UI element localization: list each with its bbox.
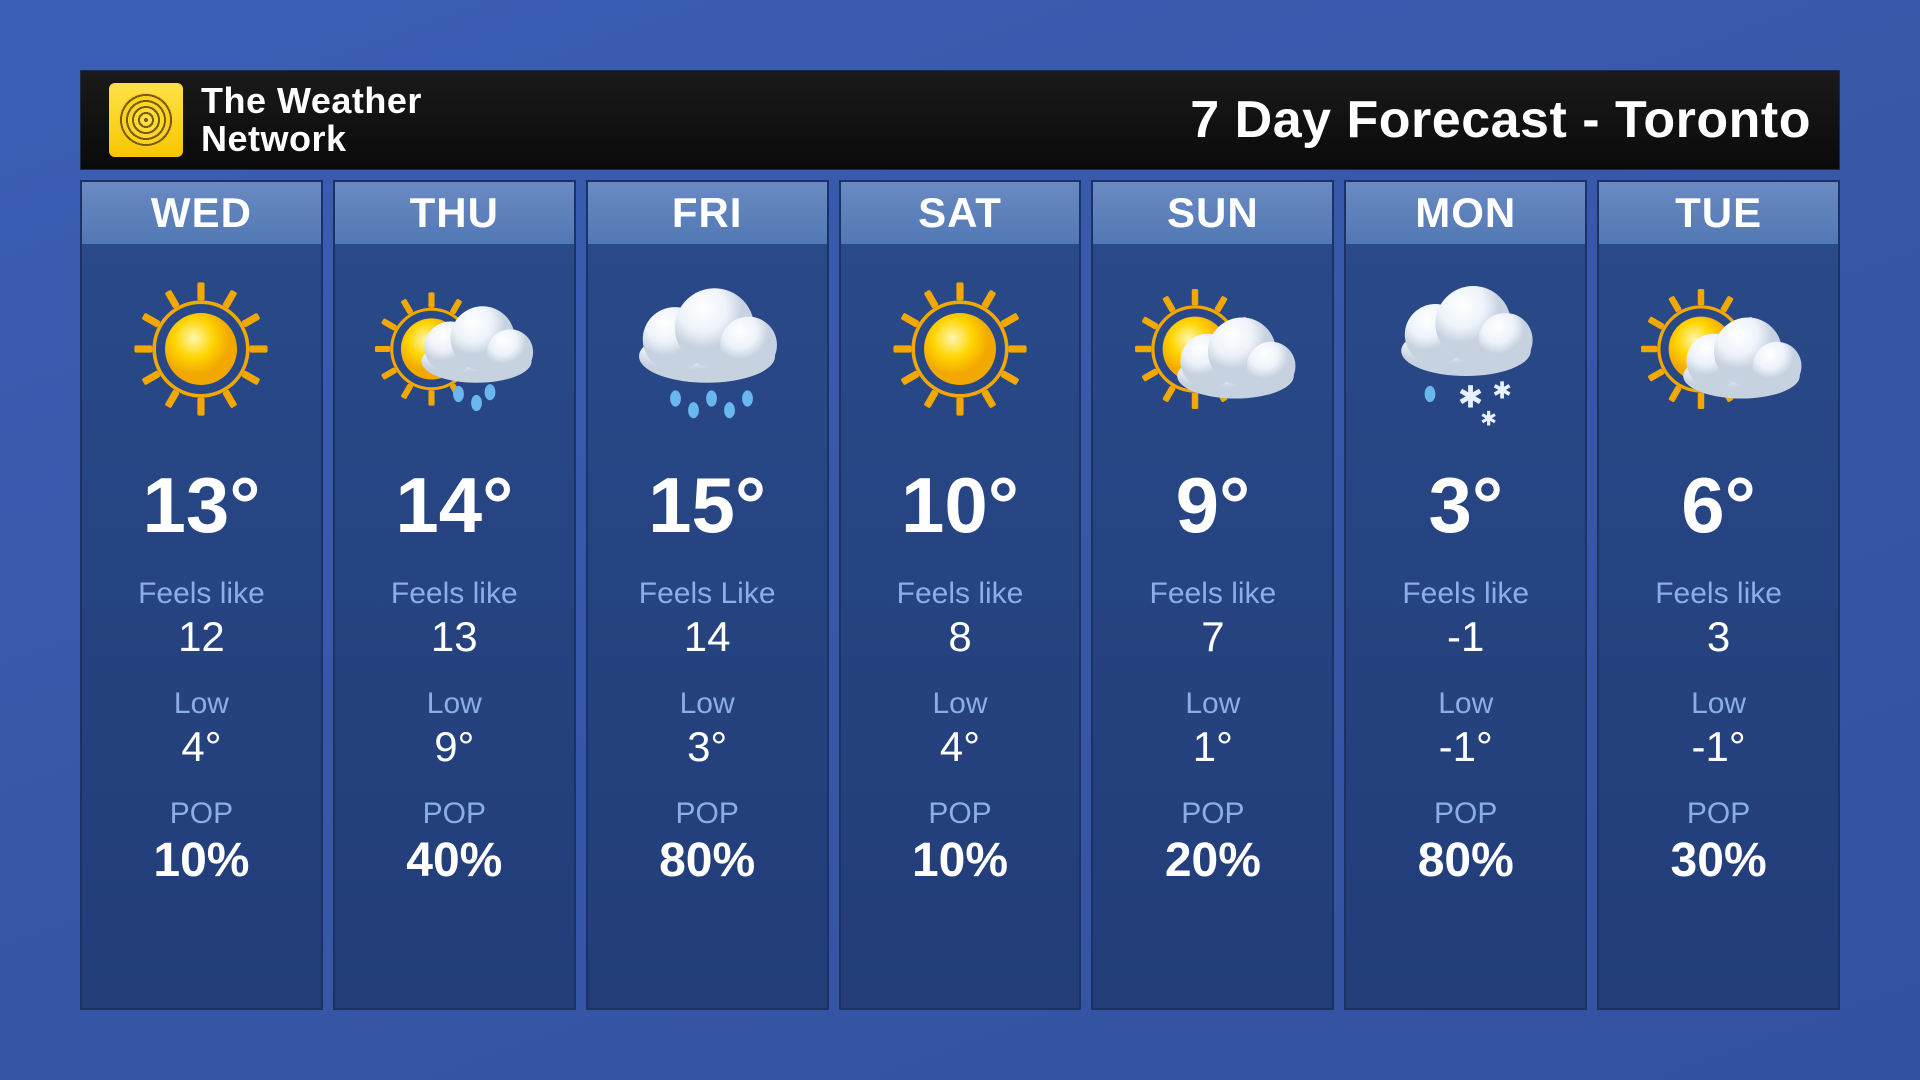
feels-like-value: 12	[178, 613, 225, 661]
forecast-card: FRI 15° Feels Like 14 Low 3° POP 80%	[586, 180, 829, 1010]
pop-value: 10%	[912, 833, 1008, 888]
weather-icon	[841, 244, 1080, 454]
feels-like-value: 7	[1201, 613, 1224, 661]
header-bar: The Weather Network 7 Day Forecast - Tor…	[80, 70, 1840, 170]
forecast-card: TUE 6° Feels like 3 Low -1° POP 30%	[1597, 180, 1840, 1010]
weather-icon	[1599, 244, 1838, 454]
low-label: Low	[427, 687, 482, 721]
feels-like-value: 14	[684, 613, 731, 661]
forecast-card: THU 14° Feels like 13 Low 9° POP 40%	[333, 180, 576, 1010]
low-value: 1°	[1193, 723, 1233, 771]
high-temp: 13°	[142, 460, 260, 551]
brand-text: The Weather Network	[201, 82, 422, 158]
brand-line-1: The Weather	[201, 82, 422, 120]
feels-like-label: Feels like	[1402, 577, 1529, 611]
feels-like-value: 8	[948, 613, 971, 661]
low-label: Low	[174, 687, 229, 721]
pop-label: POP	[1181, 797, 1244, 831]
day-name: FRI	[588, 182, 827, 244]
pop-label: POP	[170, 797, 233, 831]
low-value: 4°	[940, 723, 980, 771]
pop-label: POP	[675, 797, 738, 831]
high-temp: 15°	[648, 460, 766, 551]
pop-value: 10%	[153, 833, 249, 888]
high-temp: 3°	[1428, 460, 1503, 551]
day-name: TUE	[1599, 182, 1838, 244]
brand-logo-glyph	[119, 93, 173, 147]
low-value: 9°	[434, 723, 474, 771]
brand-logo	[109, 83, 183, 157]
feels-like-value: -1	[1447, 613, 1484, 661]
forecast-card: SUN 9° Feels like 7 Low 1° POP 20%	[1091, 180, 1334, 1010]
low-label: Low	[680, 687, 735, 721]
high-temp: 9°	[1176, 460, 1251, 551]
page-title: 7 Day Forecast - Toronto	[1190, 90, 1811, 150]
weather-icon	[82, 244, 321, 454]
feels-like-value: 3	[1707, 613, 1730, 661]
pop-value: 40%	[406, 833, 502, 888]
feels-like-label: Feels like	[138, 577, 265, 611]
feels-like-label: Feels like	[1655, 577, 1782, 611]
day-name: WED	[82, 182, 321, 244]
pop-label: POP	[1687, 797, 1750, 831]
pop-label: POP	[1434, 797, 1497, 831]
high-temp: 10°	[901, 460, 1019, 551]
low-label: Low	[932, 687, 987, 721]
forecast-panel: The Weather Network 7 Day Forecast - Tor…	[80, 70, 1840, 1010]
day-name: THU	[335, 182, 574, 244]
forecast-card: MON ✱✱✱ 3° Feels like -1 Low -1° POP 80%	[1344, 180, 1587, 1010]
pop-label: POP	[928, 797, 991, 831]
feels-like-label: Feels like	[391, 577, 518, 611]
forecast-card: SAT 10° Feels like 8 Low 4° POP 10%	[839, 180, 1082, 1010]
weather-icon: ✱✱✱	[1346, 244, 1585, 454]
svg-text:✱: ✱	[1492, 378, 1512, 404]
weather-icon	[1093, 244, 1332, 454]
day-name: SAT	[841, 182, 1080, 244]
pop-value: 80%	[1418, 833, 1514, 888]
day-name: SUN	[1093, 182, 1332, 244]
pop-label: POP	[423, 797, 486, 831]
weather-icon	[588, 244, 827, 454]
low-label: Low	[1185, 687, 1240, 721]
high-temp: 14°	[395, 460, 513, 551]
feels-like-value: 13	[431, 613, 478, 661]
brand-line-2: Network	[201, 120, 422, 158]
feels-like-label: Feels like	[1150, 577, 1277, 611]
feels-like-label: Feels like	[897, 577, 1024, 611]
feels-like-label: Feels Like	[639, 577, 776, 611]
low-value: 3°	[687, 723, 727, 771]
pop-value: 30%	[1671, 833, 1767, 888]
low-label: Low	[1691, 687, 1746, 721]
svg-text:✱: ✱	[1480, 409, 1497, 431]
weather-icon	[335, 244, 574, 454]
low-value: -1°	[1439, 723, 1493, 771]
forecast-card: WED 13° Feels like 12 Low 4° POP 10%	[80, 180, 323, 1010]
forecast-cards: WED 13° Feels like 12 Low 4° POP 10% THU…	[80, 180, 1840, 1010]
day-name: MON	[1346, 182, 1585, 244]
high-temp: 6°	[1681, 460, 1756, 551]
pop-value: 20%	[1165, 833, 1261, 888]
low-value: 4°	[181, 723, 221, 771]
pop-value: 80%	[659, 833, 755, 888]
low-label: Low	[1438, 687, 1493, 721]
low-value: -1°	[1692, 723, 1746, 771]
